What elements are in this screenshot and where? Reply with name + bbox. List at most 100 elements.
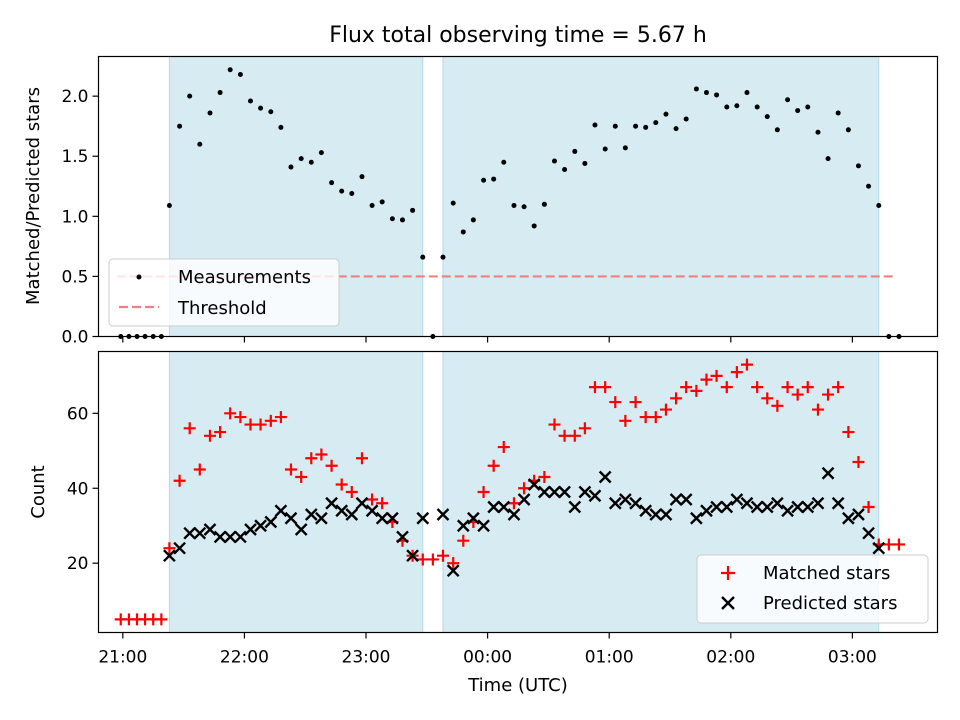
measurement-point (268, 109, 274, 115)
matched-star-point (680, 381, 693, 394)
matched-star-point (599, 381, 612, 394)
predicted-star-point (740, 496, 754, 510)
predicted-star-point (487, 500, 501, 514)
predicted-star-point (203, 523, 217, 536)
bottom-ytick-label: 20 (67, 554, 89, 574)
measurement-point (359, 174, 365, 180)
top-ytick-label: 0.5 (61, 267, 88, 287)
predicted-star-point (355, 496, 369, 510)
predicted-star-point (649, 508, 663, 521)
predicted-star-point (710, 500, 723, 514)
measurement-point (693, 86, 699, 92)
matched-star-point (355, 452, 368, 465)
predicted-star-point (527, 478, 541, 491)
matched-star-point (376, 497, 389, 510)
measurement-point (714, 92, 720, 98)
predicted-star-point (700, 504, 713, 518)
predicted-star-point (406, 549, 419, 563)
measurement-point (562, 166, 568, 172)
measurement-point (876, 203, 882, 209)
measurement-point (633, 123, 639, 129)
measurement-point (724, 104, 730, 110)
measurement-point (288, 164, 294, 170)
matched-star-point (244, 418, 257, 431)
predicted-star-point (811, 496, 825, 510)
predicted-star-point (497, 500, 511, 514)
matched-star-point (771, 399, 784, 412)
measurement-point (207, 110, 213, 116)
predicted-star-point (345, 508, 359, 521)
matched-star-point (183, 422, 196, 435)
predicted-star-point (629, 496, 642, 510)
predicted-star-point (608, 496, 622, 510)
predicted-star-point (477, 519, 490, 533)
matched-star-point (791, 388, 804, 401)
measurement-point (663, 111, 669, 117)
predicted-star-point (588, 489, 602, 503)
matched-star-point (852, 456, 865, 469)
matched-star-point (284, 463, 297, 476)
measurement-point (440, 254, 446, 260)
measurement-point (227, 67, 233, 73)
legend-measurements-marker (136, 274, 142, 280)
matched-star-point (487, 459, 500, 472)
predicted-star-point (578, 485, 592, 499)
matched-star-point (801, 381, 814, 394)
matched-star-point (457, 534, 470, 547)
bottom-xtick-label: 02:00 (706, 648, 755, 668)
matched-star-point (254, 418, 267, 431)
measurement-point (369, 203, 375, 209)
predicted-star-point (467, 511, 480, 525)
chart-title: Flux total observing time = 5.67 h (329, 23, 707, 48)
matched-star-point (507, 497, 520, 510)
matched-star-point (477, 486, 490, 498)
matched-star-point (538, 471, 551, 484)
matched-star-point (173, 474, 186, 487)
top-legend: Measurements Threshold (108, 258, 340, 327)
predicted-star-point (365, 504, 379, 518)
predicted-star-point (639, 504, 653, 518)
predicted-star-point (284, 511, 298, 525)
predicted-star-point (669, 493, 683, 506)
matched-star-point (558, 429, 571, 442)
matched-star-point (822, 388, 835, 401)
measurement-point (673, 126, 679, 132)
measurement-point (298, 156, 304, 162)
measurement-point (602, 146, 608, 152)
matched-star-point (224, 407, 237, 420)
bottom-panel: 20 40 60 21:00 22:00 23:00 00:00 01:00 02:00 03:0… (28, 350, 939, 696)
matched-star-point (670, 392, 683, 405)
matched-star-point (436, 549, 449, 562)
matched-star-point (295, 471, 308, 484)
predicted-star-point (730, 493, 744, 506)
predicted-star-point (193, 526, 207, 540)
legend-threshold-label: Threshold (177, 298, 267, 319)
matched-star-point (214, 426, 227, 439)
measurement-point (612, 123, 618, 129)
matched-star-point (264, 414, 277, 427)
predicted-star-point (598, 470, 612, 484)
matched-star-point (811, 403, 824, 416)
matched-star-point (325, 459, 338, 472)
predicted-star-point (771, 496, 784, 510)
legend-predicted-label: Predicted stars (763, 593, 897, 614)
predicted-star-point (274, 504, 288, 518)
bottom-xtick-label: 00:00 (463, 648, 512, 668)
measurement-point (825, 156, 831, 162)
measurement-point (582, 160, 588, 166)
matched-star-point (720, 381, 733, 394)
top-observing-band (442, 56, 880, 337)
predicted-star-point (548, 485, 561, 499)
measurement-point (511, 203, 517, 209)
predicted-star-point (558, 485, 571, 499)
bottom-xtick-label: 22:00 (220, 648, 269, 668)
measurement-point (744, 90, 750, 96)
measurement-point (572, 148, 578, 154)
measurement-point (420, 254, 426, 260)
predicted-star-point (679, 493, 693, 506)
predicted-star-point (801, 500, 815, 514)
predicted-star-point (862, 526, 875, 540)
predicted-star-point (396, 530, 409, 544)
measurement-point (643, 124, 649, 130)
